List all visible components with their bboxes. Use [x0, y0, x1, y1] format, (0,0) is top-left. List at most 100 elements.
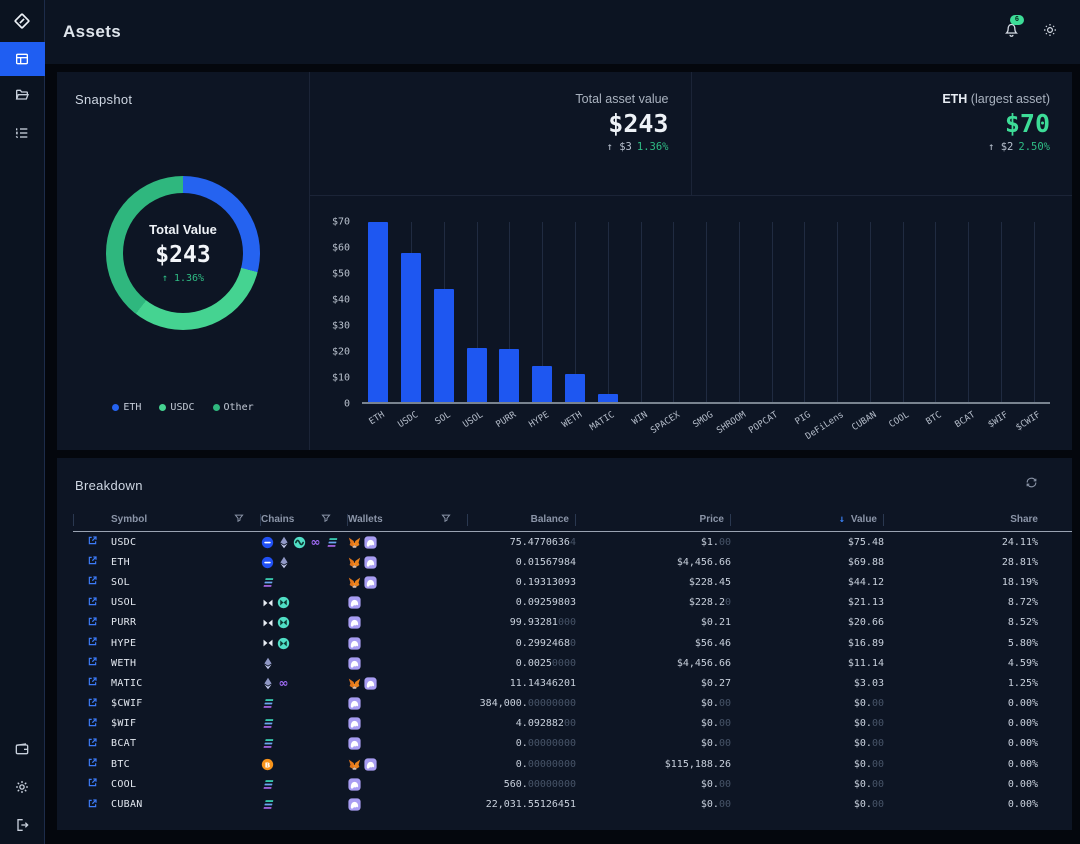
bar-ETH: [368, 222, 389, 402]
sun-icon: [1042, 23, 1058, 42]
sort-desc-icon: ↓: [838, 514, 845, 525]
chain-icons: ∞: [261, 677, 348, 690]
external-link-button[interactable]: [73, 697, 111, 711]
phantom-wallet-icon: [364, 758, 377, 771]
snapshot-section: Snapshot Total Value $243 ↑ 1.36% ETH USD…: [57, 72, 310, 450]
sidebar-item-wallets[interactable]: [0, 730, 45, 768]
theme-toggle-button[interactable]: [1042, 22, 1058, 43]
gem-logo-icon: [12, 11, 32, 31]
table-row-cwif: $CWIF 384,000.00000000 $0.00 $0.00 0.00%: [73, 694, 1072, 714]
legend-dot: [112, 404, 120, 411]
y-axis-tick: $20: [331, 346, 350, 358]
hypercore-chain-icon: [261, 616, 274, 629]
external-link-button[interactable]: [73, 596, 111, 610]
external-link-icon: [87, 636, 98, 650]
wallet-icons: [348, 536, 468, 549]
external-link-button[interactable]: [73, 636, 111, 650]
column-label: Wallets: [348, 514, 383, 525]
metamask-wallet-icon: [348, 556, 361, 569]
asset-symbol: BCAT: [111, 738, 137, 750]
bar-cell: ETH: [362, 222, 395, 427]
gridline: [869, 222, 871, 402]
chain-icons: [261, 778, 348, 791]
polygon-chain-icon: ∞: [310, 535, 321, 550]
external-link-button[interactable]: [73, 616, 111, 630]
value-cell: $0.00: [853, 799, 884, 811]
wallet-icons: [348, 576, 468, 589]
page-title: Assets: [63, 22, 122, 41]
external-link-button[interactable]: [73, 535, 111, 549]
x-axis-label: PIG: [793, 410, 814, 428]
share-cell: 0.00%: [1007, 778, 1038, 790]
external-link-button[interactable]: [73, 656, 111, 670]
stat-change-amount: ↑ $3: [606, 141, 632, 153]
largest-asset-stat: ETH (largest asset) $70 ↑ $2 2.50%: [692, 72, 1073, 195]
y-axis-tick: $10: [331, 372, 350, 384]
price-cell: $0.00: [700, 718, 731, 730]
share-cell: 0.00%: [1007, 758, 1038, 770]
chain-icons: [261, 737, 348, 750]
x-axis-label: PURR: [494, 410, 519, 431]
asset-symbol: PURR: [111, 617, 137, 629]
filter-icon[interactable]: [234, 513, 244, 526]
external-link-button[interactable]: [73, 575, 111, 589]
chain-icons: [261, 616, 348, 629]
bar-USDC: [401, 252, 422, 402]
sidebar-item-logout[interactable]: [0, 806, 45, 844]
price-cell: $228.20: [688, 597, 731, 609]
table-row-usdc: USDC ∞ 75.47706364 $1.00 $75.48 24.11%: [73, 532, 1072, 552]
bar-cell: $CWIF: [1014, 222, 1050, 433]
column-header-balance[interactable]: Balance: [468, 513, 578, 526]
x-axis-label: BCAT: [953, 410, 977, 431]
wallet-icons: [348, 636, 468, 650]
column-label: Share: [1010, 514, 1038, 525]
column-header-symbol[interactable]: Symbol: [111, 513, 261, 526]
refresh-button[interactable]: [1025, 476, 1038, 494]
sidebar-item-transactions[interactable]: [0, 114, 45, 152]
price-cell: $0.00: [700, 799, 731, 811]
legend-label: ETH: [123, 402, 142, 413]
price-cell: $4,456.66: [676, 556, 731, 568]
external-link-icon: [87, 596, 98, 610]
external-link-button[interactable]: [73, 757, 111, 771]
sidebar-item-assets[interactable]: [0, 42, 45, 76]
notifications-button[interactable]: 6: [1003, 15, 1024, 43]
legend-item-eth[interactable]: ETH: [112, 402, 141, 413]
table-row-bcat: BCAT 0.00000000 $0.00 $0.00 0.00%: [73, 734, 1072, 754]
price-cell: $0.27: [700, 677, 731, 689]
gridline: [640, 222, 642, 402]
filter-icon[interactable]: [321, 513, 331, 526]
phantom-wallet-icon: [348, 798, 361, 811]
table-body: USDC ∞ 75.47706364 $1.00 $75.48 24.11% ETH 0.01…: [73, 532, 1072, 815]
sidebar-item-settings[interactable]: [0, 768, 45, 806]
sidebar-item-portfolios[interactable]: [0, 76, 45, 114]
column-header-value[interactable]: ↓ Value: [733, 513, 886, 526]
external-link-button[interactable]: [73, 737, 111, 751]
app-logo[interactable]: [0, 0, 45, 42]
phantom-wallet-icon: [348, 737, 361, 751]
external-link-button[interactable]: [73, 676, 111, 690]
filter-icon[interactable]: [441, 513, 451, 526]
base-chain-icon: [261, 536, 274, 549]
column-header-price[interactable]: Price: [578, 513, 733, 526]
breakdown-table: Symbol Chains Wallets Balance: [57, 508, 1072, 815]
column-header-share[interactable]: Share: [886, 514, 1040, 526]
legend-item-usdc[interactable]: USDC: [159, 402, 195, 413]
external-link-button[interactable]: [73, 717, 111, 731]
external-link-button[interactable]: [73, 555, 111, 569]
wallet-icons: [348, 758, 468, 771]
column-header-chains[interactable]: Chains: [261, 513, 348, 526]
column-header-wallets[interactable]: Wallets: [348, 513, 468, 526]
y-axis-tick: $40: [331, 294, 350, 306]
share-cell: 8.52%: [1007, 617, 1038, 629]
gridline: [902, 222, 904, 402]
metamask-wallet-icon: [348, 576, 361, 589]
external-link-button[interactable]: [73, 777, 111, 791]
gridline: [738, 222, 740, 402]
balance-cell: 0.00250000: [515, 657, 576, 669]
bar-chart-y-axis: $70 $60 $50 $40 $30 $20 $10 0: [310, 217, 356, 410]
gridline: [804, 222, 806, 402]
legend-item-other[interactable]: Other: [212, 402, 254, 413]
solana-chain-icon: [261, 737, 274, 750]
external-link-button[interactable]: [73, 798, 111, 812]
